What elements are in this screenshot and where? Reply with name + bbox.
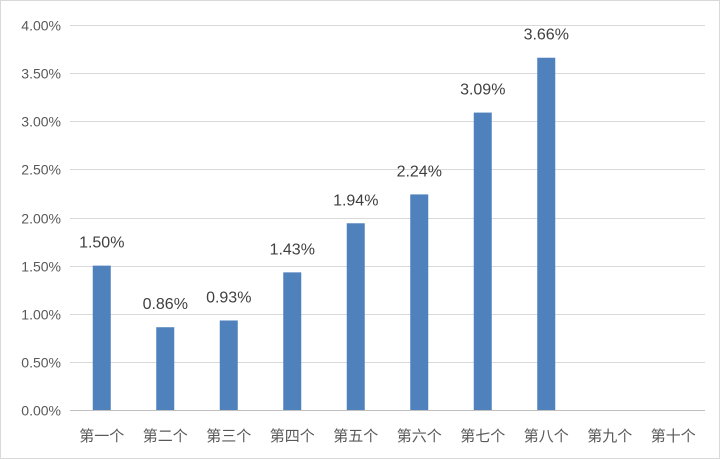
bar <box>537 57 556 410</box>
gridlines <box>70 25 705 411</box>
data-labels: 1.50% 0.86% 0.93% 1.43% 1.94% 2.24% 3.09% 3.66% <box>79 27 569 314</box>
x-category-label: 第三个 <box>206 427 251 445</box>
data-label: 3.66% <box>524 27 569 44</box>
bar <box>283 272 302 410</box>
data-label: 3.09% <box>460 82 505 99</box>
y-axis-ticks: 0.00% 0.50% 1.00% 1.50% 2.00% 2.50% 3.00% 3.50%… <box>21 18 61 419</box>
x-category-label: 第四个 <box>270 427 315 445</box>
data-label: 0.93% <box>206 289 251 306</box>
y-tick-label: 4.00% <box>21 18 61 34</box>
y-tick-label: 3.00% <box>21 114 61 130</box>
data-label: 2.24% <box>397 163 442 180</box>
bar <box>473 112 492 411</box>
x-category-label: 第十个 <box>651 427 696 445</box>
x-category-label: 第八个 <box>524 427 569 445</box>
y-tick-label: 1.50% <box>21 259 61 275</box>
x-category-label: 第一个 <box>79 427 124 445</box>
bars <box>92 57 556 411</box>
data-label: 1.43% <box>270 241 315 258</box>
y-tick-label: 0.50% <box>21 355 61 371</box>
y-tick-label: 1.00% <box>21 307 61 323</box>
bar <box>346 223 365 410</box>
y-tick-label: 2.00% <box>21 211 61 227</box>
bar <box>92 265 111 410</box>
y-tick-label: 3.50% <box>21 66 61 82</box>
bar <box>219 320 238 410</box>
x-category-label: 第六个 <box>397 427 442 445</box>
x-category-label: 第七个 <box>460 427 505 445</box>
data-label: 1.94% <box>333 192 378 209</box>
y-tick-label: 0.00% <box>21 403 61 419</box>
y-tick-label: 2.50% <box>21 162 61 178</box>
data-label: 0.86% <box>143 296 188 313</box>
bar <box>410 194 429 410</box>
bar <box>156 327 175 410</box>
x-category-label: 第二个 <box>143 427 188 445</box>
x-axis-categories: 第一个 第二个 第三个 第四个 第五个 第六个 第七个 第八个 第九个 第十个 <box>79 427 696 445</box>
x-category-label: 第九个 <box>587 427 632 445</box>
data-label: 1.50% <box>79 235 124 252</box>
x-category-label: 第五个 <box>333 427 378 445</box>
